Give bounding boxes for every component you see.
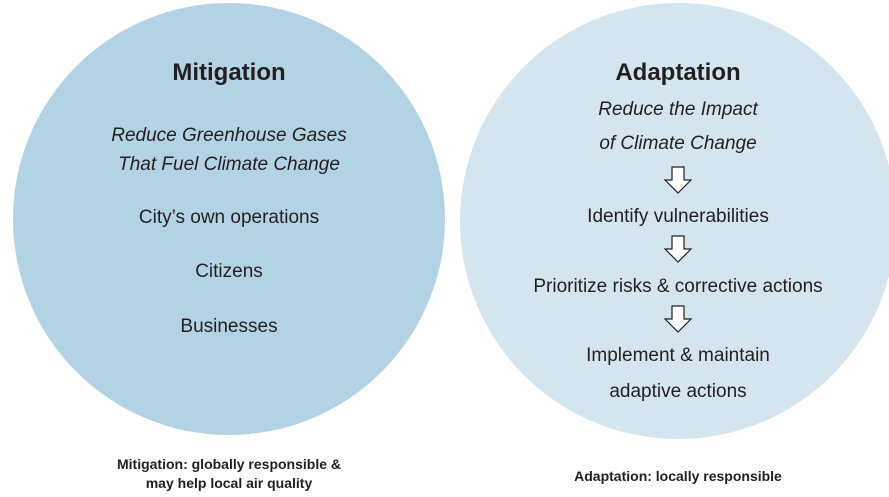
item: Citizens <box>195 261 263 282</box>
arrow <box>663 305 693 333</box>
step: Identify vulnerabilities <box>587 206 769 227</box>
arrow <box>663 235 693 263</box>
step: adaptive actions <box>609 381 746 402</box>
subtitle: Reduce the Impact <box>598 99 758 120</box>
caption: may help local air quality <box>146 475 313 491</box>
title: Adaptation <box>615 59 740 86</box>
item: Businesses <box>180 316 277 337</box>
subtitle: of Climate Change <box>599 133 756 154</box>
title: Mitigation <box>172 59 285 86</box>
subtitle: Reduce Greenhouse Gases <box>111 125 347 146</box>
caption: Adaptation: locally responsible <box>574 468 782 484</box>
arrows <box>663 166 693 333</box>
subtitle: That Fuel Climate Change <box>118 154 340 175</box>
adaptation-circle <box>460 3 889 439</box>
step: Implement & maintain <box>586 345 770 366</box>
caption: Mitigation: globally responsible & <box>117 456 341 472</box>
arrow <box>663 166 693 194</box>
step: Prioritize risks & corrective actions <box>533 276 822 297</box>
mitigation-circle <box>13 3 445 435</box>
item: City’s own operations <box>139 207 319 228</box>
